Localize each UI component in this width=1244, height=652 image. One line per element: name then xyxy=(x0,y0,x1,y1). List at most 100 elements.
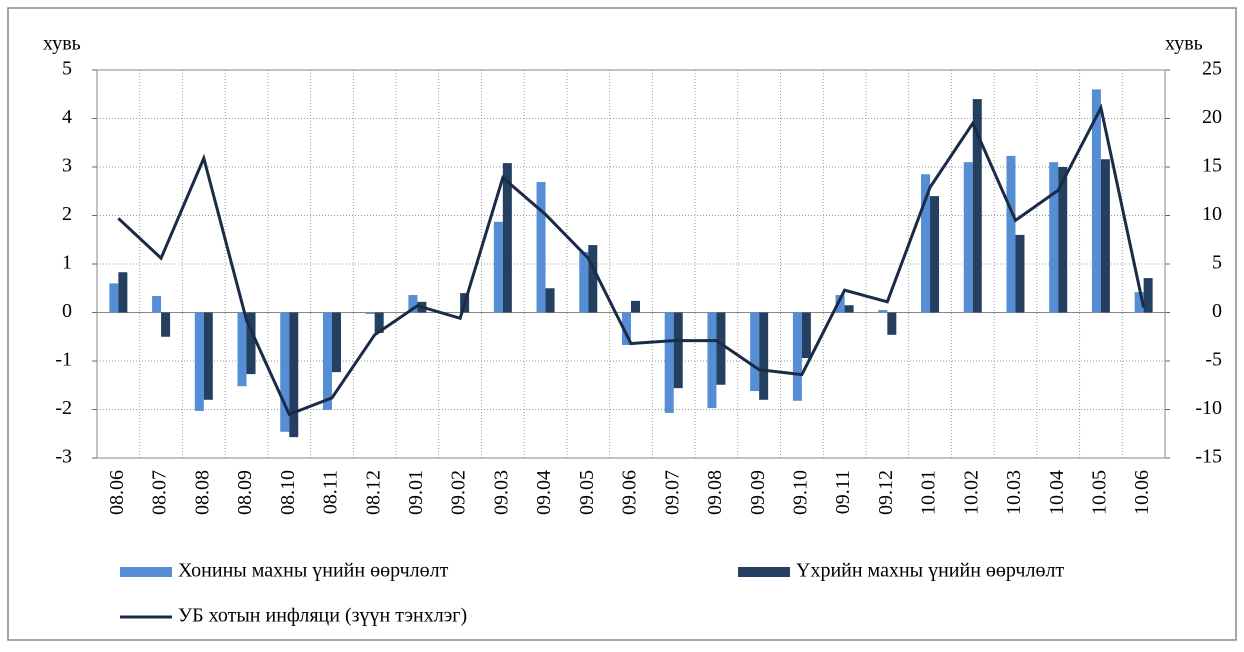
bar xyxy=(289,312,299,438)
y-tick-label: 3 xyxy=(62,155,72,177)
x-tick-label: 09.02 xyxy=(448,470,470,515)
bar xyxy=(673,312,683,389)
bar xyxy=(545,288,555,313)
bar xyxy=(664,312,674,413)
bar xyxy=(365,312,375,314)
bar xyxy=(1006,155,1016,313)
x-tick-label: 09.07 xyxy=(661,470,683,515)
bar xyxy=(759,312,769,400)
bar xyxy=(579,251,589,313)
bar xyxy=(322,312,332,410)
bar xyxy=(972,99,982,313)
bar xyxy=(152,296,162,313)
bar xyxy=(835,295,845,313)
bar xyxy=(707,312,717,409)
x-tick-label: 10.06 xyxy=(1131,470,1153,515)
bar xyxy=(887,312,897,335)
line xyxy=(117,103,1146,417)
x-tick-label: 08.06 xyxy=(106,470,128,515)
x-tick-label: 10.02 xyxy=(960,470,982,515)
bar xyxy=(280,312,290,432)
bar xyxy=(118,272,128,313)
legend-swatch xyxy=(120,567,172,577)
x-tick-label: 08.09 xyxy=(234,470,256,515)
bar xyxy=(844,305,854,313)
legend-label: Үхрийн махны үнийн өөрчлөлт xyxy=(796,560,1064,582)
x-tick-label: 09.03 xyxy=(490,470,512,515)
y-tick-label: -1 xyxy=(55,349,72,371)
bar xyxy=(1143,278,1153,313)
y-tick-label: 5 xyxy=(62,58,72,80)
y-tick-label: 0 xyxy=(62,300,72,322)
y2-tick-label: 0 xyxy=(1212,300,1222,322)
bar xyxy=(502,163,512,313)
y-tick-label: 1 xyxy=(62,252,72,274)
bar xyxy=(408,295,418,313)
bar xyxy=(1100,159,1110,313)
bar xyxy=(246,312,256,375)
x-tick-label: 08.11 xyxy=(320,470,342,514)
y2-tick-label: 10 xyxy=(1202,203,1222,225)
y2-tick-label: 20 xyxy=(1202,106,1222,128)
y-tick-label: 4 xyxy=(62,106,72,128)
bar xyxy=(1091,89,1101,313)
x-tick-label: 10.01 xyxy=(918,470,940,515)
bar xyxy=(1058,167,1068,313)
x-tick-label: 09.04 xyxy=(533,470,555,515)
bar xyxy=(493,221,503,313)
bar xyxy=(161,312,171,337)
legend-label: УБ хотын инфляци (зүүн тэнхлэг) xyxy=(178,605,467,627)
bar xyxy=(631,300,640,313)
y2-tick-label: 15 xyxy=(1202,155,1222,177)
x-tick-label: 08.12 xyxy=(362,470,384,515)
y2-tick-label: 25 xyxy=(1202,58,1222,80)
y2-tick-label: -5 xyxy=(1205,349,1222,371)
bar xyxy=(331,312,341,373)
x-tick-label: 09.11 xyxy=(832,470,854,514)
bar xyxy=(878,310,888,313)
x-tick-label: 09.06 xyxy=(619,470,641,515)
x-tick-label: 09.08 xyxy=(704,470,726,515)
bar xyxy=(792,312,802,401)
y-tick-label: -3 xyxy=(55,446,72,468)
y2-tick-label: 5 xyxy=(1212,252,1222,274)
bar xyxy=(194,312,204,411)
x-tick-label: 08.07 xyxy=(149,470,171,515)
x-tick-label: 09.10 xyxy=(789,470,811,515)
y2-axis-title: хувь xyxy=(1165,33,1203,55)
x-tick-label: 10.03 xyxy=(1003,470,1025,515)
bar xyxy=(921,174,931,313)
bar xyxy=(930,196,940,313)
x-tick-label: 09.01 xyxy=(405,470,427,515)
x-tick-label: 08.10 xyxy=(277,470,299,515)
x-tick-label: 10.04 xyxy=(1046,470,1068,515)
y-axis-title: хувь xyxy=(43,33,81,55)
bar xyxy=(374,312,384,333)
x-tick-label: 09.05 xyxy=(576,470,598,515)
legend-swatch xyxy=(738,567,790,577)
x-tick-label: 09.12 xyxy=(875,470,897,515)
bar xyxy=(203,312,213,400)
plot-border xyxy=(96,69,1166,459)
bar xyxy=(109,283,119,313)
y-tick-label: 2 xyxy=(62,203,72,225)
y-tick-label: -2 xyxy=(55,397,72,419)
bar xyxy=(536,182,546,313)
bar xyxy=(716,312,726,385)
bar xyxy=(963,162,973,313)
x-tick-label: 08.08 xyxy=(191,470,213,515)
y2-tick-label: -15 xyxy=(1195,446,1222,468)
bar xyxy=(1134,292,1144,313)
legend-label: Хонины махны үнийн өөрчлөлт xyxy=(178,560,449,582)
bar xyxy=(622,312,631,345)
x-tick-label: 10.05 xyxy=(1089,470,1111,515)
bar xyxy=(237,312,247,387)
bar xyxy=(1049,162,1059,313)
bar xyxy=(588,245,598,313)
bar xyxy=(801,312,811,359)
bar xyxy=(750,312,760,392)
y2-tick-label: -10 xyxy=(1195,397,1222,419)
x-tick-label: 09.09 xyxy=(747,470,769,515)
bar xyxy=(1015,234,1025,313)
